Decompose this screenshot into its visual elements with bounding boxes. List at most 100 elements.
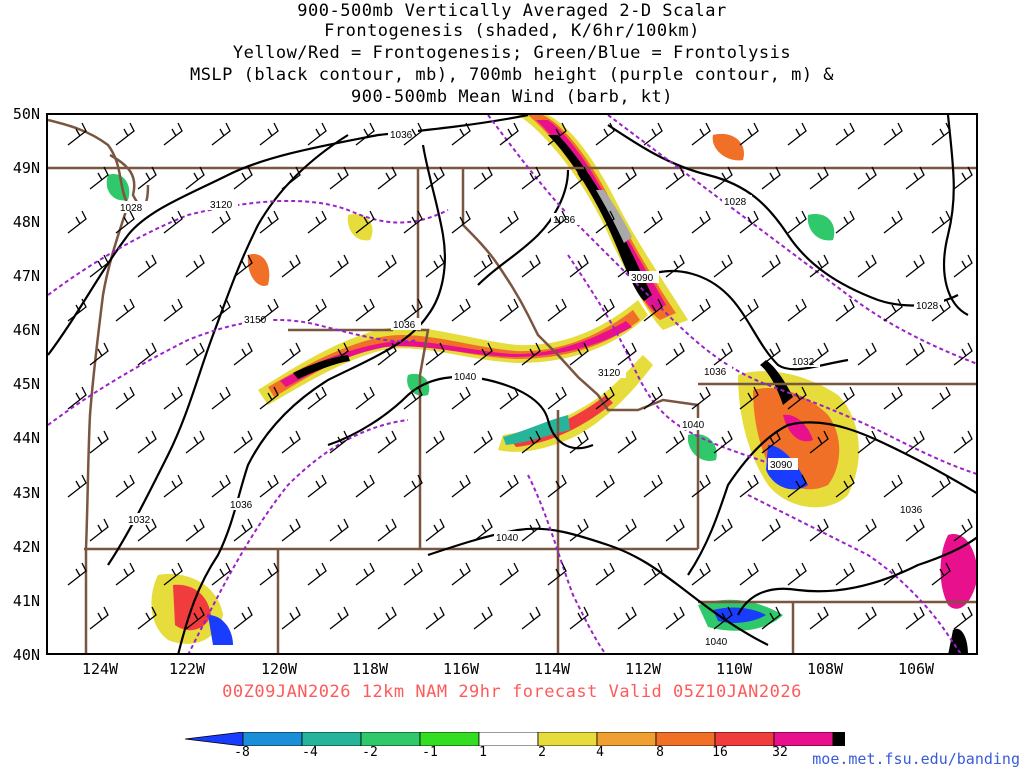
- wind-barb: [67, 562, 87, 586]
- wind-barb: [931, 562, 951, 586]
- colorbar-label: -4: [302, 745, 318, 760]
- wind-barb: [713, 518, 733, 542]
- wind-barb: [259, 386, 279, 410]
- wind-barb: [329, 518, 349, 542]
- wind-barb: [473, 518, 493, 542]
- lat-label: 42N: [12, 538, 40, 556]
- wind-barb: [329, 254, 349, 278]
- wind-barb: [137, 518, 157, 542]
- wind-barb: [643, 122, 663, 146]
- wind-barb: [787, 386, 807, 410]
- wind-barb: [259, 298, 279, 322]
- wind-barb: [713, 254, 733, 278]
- mslp-label: 1028: [724, 197, 747, 208]
- wind-barb: [425, 606, 445, 630]
- lon-label: 116W: [442, 660, 480, 678]
- wind-barb: [163, 210, 183, 234]
- wind-barb: [643, 298, 663, 322]
- wind-barb: [473, 430, 493, 454]
- wind-barb: [403, 386, 423, 410]
- wind-barb: [787, 562, 807, 586]
- wind-barb: [355, 474, 375, 498]
- map-panel: 1036 1028 1036 1028 1036 1040 1036 1032 …: [46, 113, 978, 655]
- height-label: 3120: [598, 368, 621, 379]
- wind-barb: [137, 166, 157, 190]
- wind-barb: [451, 298, 471, 322]
- lat-label: 44N: [12, 429, 40, 447]
- wind-barb: [403, 298, 423, 322]
- wind-barb: [905, 342, 925, 366]
- wind-barb: [307, 562, 327, 586]
- colorbar-cell: [478, 732, 539, 746]
- wind-barb: [691, 474, 711, 498]
- wind-barb: [67, 386, 87, 410]
- wind-barb: [233, 254, 253, 278]
- wind-barb: [307, 210, 327, 234]
- wind-barb: [665, 518, 685, 542]
- colorbar-cell: [185, 732, 244, 746]
- height-label: 3090: [770, 460, 793, 471]
- wind-barb: [211, 562, 231, 586]
- wind-barb: [233, 342, 253, 366]
- wind-barb: [89, 430, 109, 454]
- lon-label: 112W: [624, 660, 662, 678]
- wind-barb: [355, 386, 375, 410]
- wind-barb: [643, 386, 663, 410]
- wind-barb: [617, 606, 637, 630]
- wind-barb: [953, 518, 973, 542]
- wind-barb: [163, 298, 183, 322]
- lat-label: 50N: [12, 105, 40, 123]
- mslp-label: 1036: [230, 500, 253, 511]
- colorbar-cell: [773, 732, 834, 746]
- wind-barb: [643, 210, 663, 234]
- wind-barb: [259, 210, 279, 234]
- colorbar-cell: [537, 732, 598, 746]
- lat-label: 40N: [12, 646, 40, 664]
- wind-barb: [89, 606, 109, 630]
- wind-barb: [89, 518, 109, 542]
- wind-barb: [329, 166, 349, 190]
- wind-barb: [569, 430, 589, 454]
- height-label: 3120: [210, 200, 233, 211]
- height-label: 3090: [631, 273, 654, 284]
- lon-label: 124W: [81, 660, 119, 678]
- wind-barb: [377, 254, 397, 278]
- wind-barb: [595, 210, 615, 234]
- wind-barb: [451, 386, 471, 410]
- wind-barb: [643, 474, 663, 498]
- wind-barb: [307, 474, 327, 498]
- wind-barb: [451, 562, 471, 586]
- wind-barb: [233, 518, 253, 542]
- wind-barb: [115, 474, 135, 498]
- wind-barb: [883, 298, 903, 322]
- wind-barb: [953, 254, 973, 278]
- wind-barb: [905, 254, 925, 278]
- wind-barb: [787, 474, 807, 498]
- wind-barb: [643, 562, 663, 586]
- wind-barb: [835, 122, 855, 146]
- wind-barb: [521, 254, 541, 278]
- wind-barb: [329, 606, 349, 630]
- wind-barb: [521, 430, 541, 454]
- wind-barb: [883, 386, 903, 410]
- wind-barb: [425, 518, 445, 542]
- wind-barb: [403, 474, 423, 498]
- wind-barb: [403, 562, 423, 586]
- wind-barb: [809, 166, 829, 190]
- wind-barb: [883, 562, 903, 586]
- mslp-label: 1036: [704, 367, 727, 378]
- lon-label: 106W: [897, 660, 935, 678]
- mslp-label: 1036: [900, 505, 923, 516]
- map-canvas: 1036 1028 1036 1028 1036 1040 1036 1032 …: [48, 115, 976, 653]
- wind-barb: [473, 166, 493, 190]
- lon-label: 118W: [351, 660, 389, 678]
- wind-barb: [425, 342, 445, 366]
- title-line-5: 900-500mb Mean Wind (barb, kt): [350, 87, 674, 107]
- wind-barb: [857, 166, 877, 190]
- wind-barb: [761, 518, 781, 542]
- wind-barb: [281, 166, 301, 190]
- colorbar-cell: [242, 732, 303, 746]
- wind-barb: [355, 210, 375, 234]
- lon-label: 122W: [168, 660, 206, 678]
- wind-barb: [355, 562, 375, 586]
